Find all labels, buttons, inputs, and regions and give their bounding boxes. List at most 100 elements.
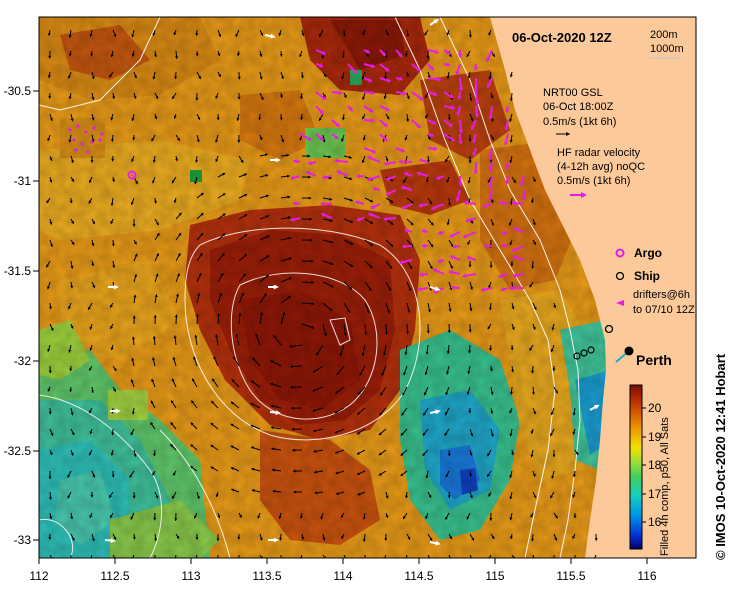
gsl-vector-head	[47, 75, 51, 79]
gsl-vector-head	[153, 517, 157, 521]
hf-vector-head	[503, 141, 509, 145]
gsl-vector-head	[46, 264, 49, 268]
gsl-vector-head	[239, 514, 242, 518]
gsl-vector-head	[368, 287, 372, 291]
gsl-vector-head	[112, 96, 116, 99]
land-mass	[490, 17, 696, 558]
gsl-vector-head	[489, 518, 493, 521]
gsl-vector	[132, 554, 135, 558]
gsl-vector-head	[194, 559, 197, 562]
gsl-vector-head	[552, 368, 556, 371]
gsl-vector-head	[425, 475, 429, 479]
gsl-vector-head	[278, 516, 282, 519]
hf-vector-head	[348, 107, 353, 111]
gsl-vector-head	[511, 327, 515, 330]
hf-vector-head	[455, 71, 460, 75]
gsl-vector-head	[390, 178, 394, 182]
gsl-vector-head	[446, 179, 450, 183]
gsl-vector-head	[489, 265, 493, 268]
gsl-vector-head	[130, 516, 134, 520]
gsl-vector-head	[488, 493, 492, 497]
gsl-vector-head	[259, 312, 263, 315]
gsl-vector-head	[490, 199, 494, 203]
gsl-vector-head	[259, 137, 263, 140]
gsl-vector-head	[490, 118, 494, 122]
gsl-vector-head	[194, 515, 197, 519]
gsl-vector-head	[310, 259, 314, 263]
gsl-vector-head	[357, 472, 361, 475]
gsl-vector-head	[469, 474, 473, 477]
lat-tick-label: -31	[14, 174, 32, 188]
gsl-vector-head	[198, 273, 202, 277]
gsl-vector-head	[291, 406, 294, 410]
hf-vector-head	[467, 255, 471, 261]
gsl-vector-head	[356, 431, 360, 435]
isobath-contours	[39, 17, 581, 558]
hf-vector-head	[463, 200, 468, 206]
gsl-vector-head	[173, 472, 176, 476]
gsl-vector-head	[91, 117, 95, 121]
gsl-vector-head	[403, 179, 406, 183]
gsl-vector-head	[71, 537, 75, 541]
hf-vector-head	[336, 170, 341, 175]
gsl-vector-head	[406, 96, 410, 100]
hf-vector-head	[421, 243, 426, 249]
drifter-vector-head	[113, 284, 119, 290]
hf-vector-head	[448, 122, 453, 127]
gsl-vector-head	[152, 180, 155, 184]
lat-tick-label: -30.5	[4, 84, 32, 98]
gsl-vector-head	[530, 430, 534, 434]
gsl-vector-head	[92, 285, 96, 288]
hf-vector-head	[488, 167, 493, 172]
gsl-vector-head	[210, 466, 214, 470]
hf-vector-head	[438, 230, 442, 236]
argo-point	[72, 138, 76, 142]
gsl-vector-head	[447, 117, 451, 121]
gsl-vector-head	[446, 351, 450, 354]
colorbar	[629, 384, 643, 550]
gsl-vector-head	[467, 241, 471, 245]
gsl-vector-head	[111, 432, 115, 436]
hf-vector-head	[458, 129, 464, 134]
gsl-vector-head	[334, 430, 338, 434]
gsl-vector-head	[469, 495, 473, 499]
gsl-vector-head	[311, 325, 315, 329]
gsl-vector-head	[390, 243, 393, 247]
gsl-vector-head	[350, 242, 354, 245]
gsl-vector-head	[110, 515, 113, 518]
gsl-vector-head	[349, 286, 353, 290]
gsl-vector-head	[319, 33, 322, 37]
drifter-vector-head	[273, 537, 279, 543]
gsl-vector-head	[129, 474, 133, 478]
gsl-vector-head	[551, 475, 555, 479]
gsl-vector-head	[220, 273, 224, 277]
hf-vector-head	[484, 243, 488, 249]
gsl-vector-head	[383, 96, 387, 99]
gsl-vector-head	[132, 315, 136, 319]
gsl-vector-head	[572, 431, 576, 435]
gsl-vector-head	[450, 557, 452, 558]
gsl-vector-head	[422, 453, 426, 456]
gsl-vector-head	[50, 432, 54, 436]
isobath-200-label: 200m	[650, 29, 678, 41]
gsl-vector-head	[155, 495, 159, 499]
gsl-vector-head	[177, 273, 180, 277]
gsl-vector-head	[341, 138, 344, 142]
gsl-vector-head	[131, 411, 135, 415]
gsl-legend-arrowhead	[566, 132, 570, 136]
gsl-vector-head	[361, 353, 365, 356]
hf-vector-head	[450, 285, 455, 290]
gsl-vector-head	[533, 560, 536, 563]
lat-tick-label: -33	[14, 533, 32, 547]
gsl-vector-head	[195, 159, 199, 163]
gsl-vector-head	[341, 535, 345, 539]
hf-radar-vectors	[290, 49, 527, 294]
gsl-vector-head	[252, 357, 256, 361]
hf-vector-head	[308, 160, 313, 166]
gsl-vector-head	[448, 308, 452, 312]
gsl-vector-head	[131, 336, 135, 340]
gsl-vector	[574, 554, 576, 558]
gsl-vector-head	[112, 265, 116, 268]
gsl-vector-head	[192, 378, 195, 382]
hf-vector-head	[474, 100, 480, 104]
